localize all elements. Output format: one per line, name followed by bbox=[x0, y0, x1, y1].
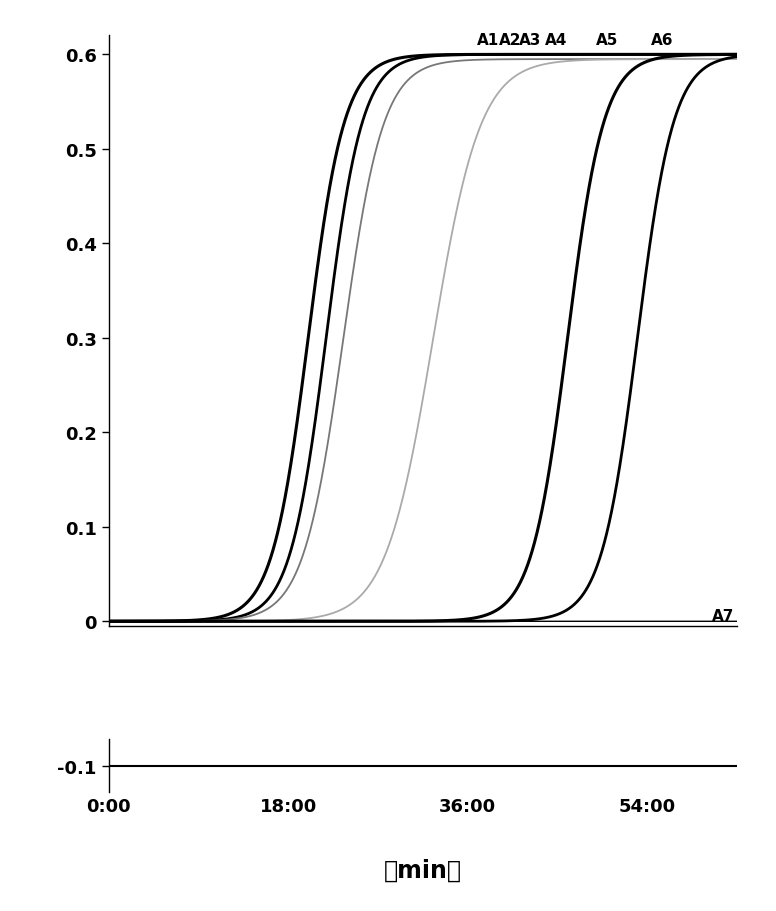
Text: A5: A5 bbox=[596, 33, 618, 47]
Text: A7: A7 bbox=[712, 609, 735, 623]
Text: A2: A2 bbox=[498, 33, 521, 47]
Text: A6: A6 bbox=[651, 33, 674, 47]
Text: A4: A4 bbox=[545, 33, 566, 47]
Text: （min）: （min） bbox=[384, 858, 462, 882]
Text: A1: A1 bbox=[476, 33, 499, 47]
Text: A3: A3 bbox=[518, 33, 541, 47]
